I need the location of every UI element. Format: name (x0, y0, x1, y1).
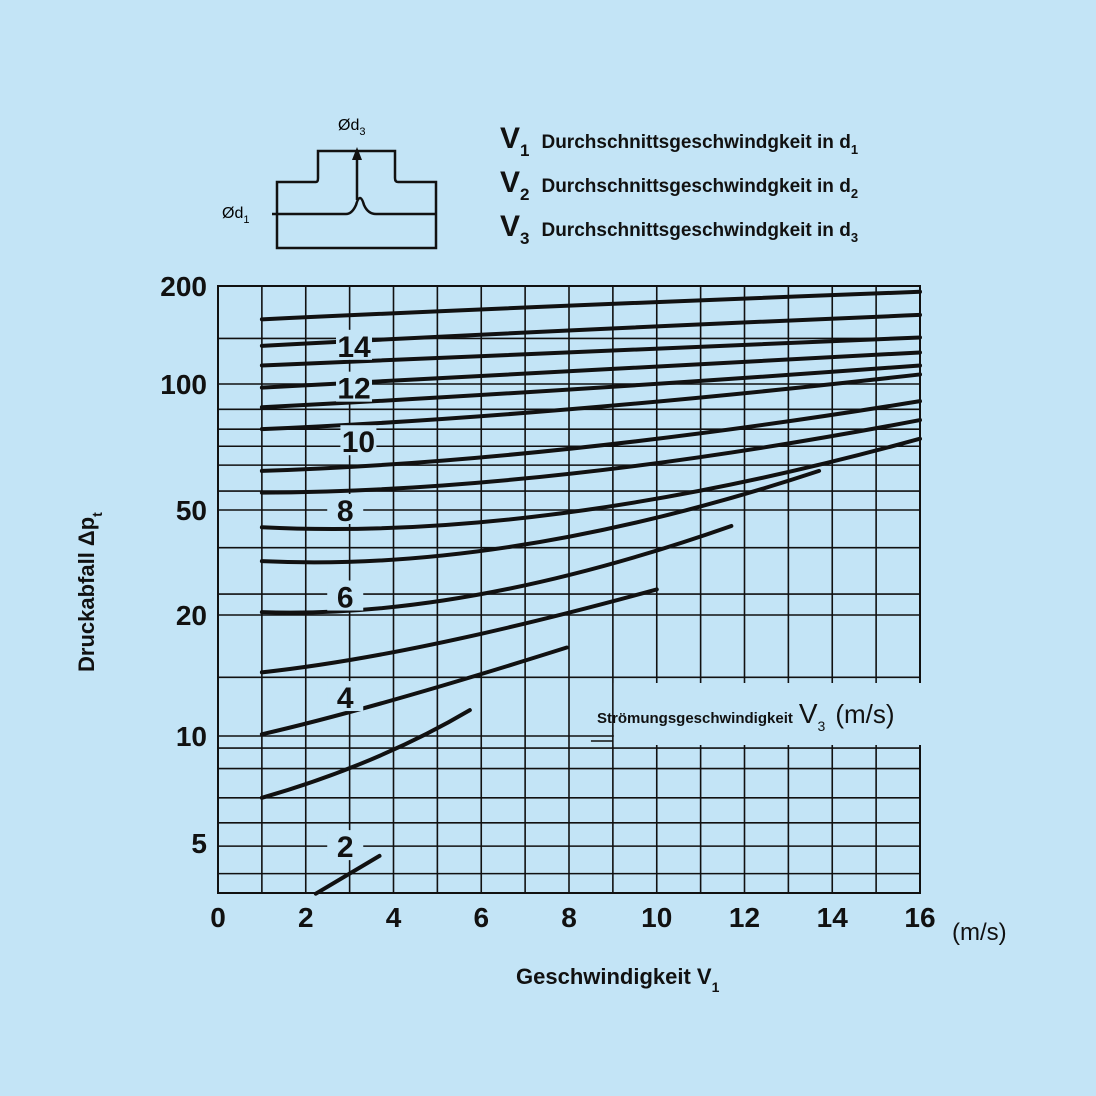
legend-text: Durchschnittsgeschwindgkeit in d (541, 132, 851, 153)
curve-v3-7 (259, 468, 822, 565)
y-axis-title-sub: t (89, 512, 105, 517)
curve-label-background (327, 494, 364, 524)
plot-frame (217, 285, 921, 894)
curve-label-background (340, 425, 377, 456)
d1-label: Ød (222, 205, 243, 222)
legend-text: Durchschnittsgeschwindgkeit in d (541, 176, 851, 197)
legend-symbol: V (500, 166, 521, 199)
y-axis-title: Druckabfall Δpt (74, 512, 105, 672)
parameter-label-unit: (m/s) (835, 699, 894, 729)
curve-v3-14 (259, 335, 922, 368)
legend-symbol: V (500, 210, 521, 243)
legend-symbol-sub: 2 (520, 185, 530, 204)
y-tick-label: 50 (176, 495, 207, 526)
x-axis-title-sub: 1 (712, 979, 720, 995)
curve-label: 6 (337, 582, 354, 615)
parameter-label-symbol: V (799, 698, 818, 729)
y-tick-label: 5 (191, 828, 207, 859)
curve-v3-9 (259, 418, 922, 495)
x-tick-label: 10 (641, 902, 672, 933)
x-tick-label: 14 (817, 902, 849, 933)
legend-symbol-sub: 3 (520, 229, 530, 248)
curve-v3-8 (259, 436, 922, 532)
curve-label: 8 (337, 495, 354, 528)
tee-fitting-diagram: Ød3 Ød1 (222, 117, 438, 250)
d1-sub: 1 (243, 214, 249, 226)
d3-label: Ød (338, 117, 359, 134)
y-tick-label: 10 (176, 721, 207, 752)
y-tick-label: 200 (160, 271, 207, 302)
flow-path-icon (272, 196, 436, 216)
curve-v3-2 (313, 853, 382, 896)
d3-sub: 3 (359, 126, 365, 138)
y-tick-label: 20 (176, 600, 207, 631)
legend-symbol-sub: 1 (520, 141, 530, 160)
parameter-label-sub: 3 (818, 718, 826, 734)
curve-label: 4 (337, 682, 354, 715)
legend-symbol: V (500, 122, 521, 155)
x-axis-title: Geschwindigkeit V1 (516, 964, 720, 995)
y-axis-title-text: Druckabfall Δp (74, 517, 99, 672)
curve-v3-11 (259, 372, 922, 432)
curve-v3-16 (259, 289, 922, 322)
legend-text: Durchschnittsgeschwindgkeit in d (541, 220, 851, 241)
x-tick-label: 2 (298, 902, 314, 933)
curve-label: 2 (337, 831, 354, 864)
x-axis-title-text: Geschwindigkeit V (516, 964, 712, 989)
curve-label: 14 (337, 331, 371, 364)
legend-text-sub: 2 (850, 186, 859, 201)
curve-label-background (336, 329, 373, 360)
svg-text:Ød1: Ød1 (222, 205, 249, 226)
x-tick-label: 16 (904, 902, 935, 933)
parameter-label-background (613, 683, 941, 745)
curve-v3-12 (259, 363, 922, 410)
curve-v3-4 (259, 645, 569, 737)
curve-v3-3 (259, 708, 472, 800)
curve-label-background (327, 830, 364, 861)
svg-text:Ød3: Ød3 (338, 117, 365, 138)
curve-v3-10 (259, 399, 922, 473)
parameter-label-text: Strömungsgeschwindigkeit (597, 710, 793, 727)
legend-text-sub: 1 (850, 142, 859, 157)
curve-label-background (327, 580, 364, 611)
x-unit: (m/s) (952, 919, 1007, 946)
parameter-label: Strömungsgeschwindigkeit V3 (m/s) (597, 698, 895, 734)
x-tick-label: 6 (473, 902, 489, 933)
curve-label-background (336, 371, 373, 402)
x-tick-label: 4 (386, 902, 402, 933)
curve-label: 10 (342, 426, 375, 459)
curve-label: 12 (337, 373, 370, 406)
x-tick-label: 12 (729, 902, 760, 933)
curve-v3-6 (259, 523, 734, 615)
x-tick-label: 8 (561, 902, 577, 933)
curve-v3-5 (259, 587, 659, 675)
y-tick-label: 100 (160, 369, 207, 400)
arrow-up-icon (352, 147, 362, 160)
x-tick-label: 0 (210, 902, 226, 933)
curve-label-background (327, 681, 364, 712)
legend-text-sub: 3 (850, 230, 859, 245)
x-unit-label: (m/s) (952, 919, 1007, 946)
